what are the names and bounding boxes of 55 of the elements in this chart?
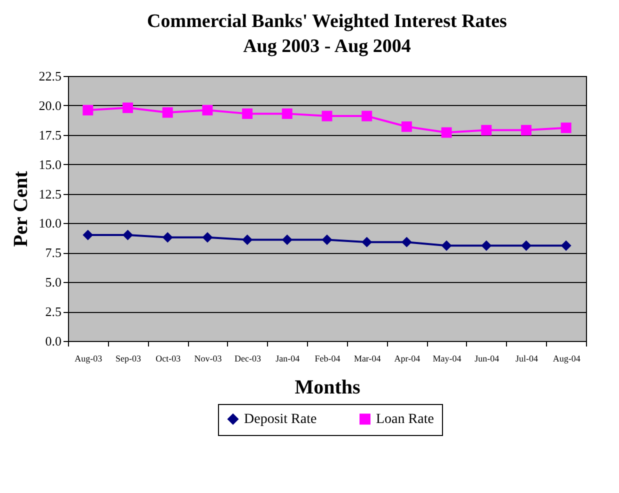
chart-title: Commercial Banks' Weighted Interest Rates <box>147 11 507 32</box>
point <box>560 122 572 134</box>
point <box>520 124 532 136</box>
y-axis-title: Per Cent <box>10 170 32 247</box>
point <box>122 230 134 240</box>
y-tick-label: 20.0 <box>38 98 62 113</box>
y-tick-label: 22.5 <box>38 68 62 84</box>
y-tick-label: 17.5 <box>38 127 62 142</box>
x-tick-label: Jun-04 <box>474 354 500 364</box>
y-tick-label: 7.5 <box>45 245 62 260</box>
point <box>520 240 532 251</box>
x-tick-label: Oct-03 <box>156 354 182 364</box>
y-tick-label: 2.5 <box>45 304 62 320</box>
x-tick-label: Jan-04 <box>276 354 300 364</box>
x-tick-label: Aug-03 <box>74 354 103 364</box>
point <box>162 232 173 243</box>
x-tick-label: Feb-04 <box>314 354 341 364</box>
x-axis-title: Months <box>294 376 360 398</box>
chart-subtitle: Aug 2003 - Aug 2004 <box>243 36 412 57</box>
point <box>362 110 372 122</box>
point <box>202 232 213 243</box>
point <box>401 236 412 248</box>
point <box>441 127 452 138</box>
x-tick-label: Mar-04 <box>354 354 382 364</box>
legend-label: Loan Rate <box>376 412 434 428</box>
x-tick-label: Nov-03 <box>194 354 222 364</box>
y-tick-label: 12.5 <box>38 186 62 202</box>
point <box>82 104 94 116</box>
point <box>162 107 173 118</box>
legend-label: Deposit Rate <box>244 412 317 428</box>
y-tick-label: 5.0 <box>45 274 62 290</box>
point <box>401 121 412 132</box>
x-tick-label: May-04 <box>432 354 462 364</box>
y-tick-label: 0.0 <box>45 334 62 348</box>
y-tick-label: 10.0 <box>38 216 62 231</box>
point <box>362 236 372 248</box>
point <box>82 230 94 240</box>
point <box>282 108 292 119</box>
point <box>481 124 492 136</box>
point <box>202 104 213 116</box>
x-tick-label: Aug-04 <box>552 354 581 364</box>
point <box>560 240 572 251</box>
y-tick-label: 15.0 <box>38 156 62 172</box>
x-tick-label: Sep-03 <box>116 354 142 364</box>
point <box>481 240 492 251</box>
point <box>282 234 292 245</box>
point <box>441 240 452 251</box>
point <box>322 234 332 245</box>
point <box>242 108 253 119</box>
x-tick-label: Dec-03 <box>234 354 262 364</box>
point <box>322 110 332 122</box>
point <box>122 102 134 114</box>
x-tick-label: Jul-04 <box>515 354 538 364</box>
point <box>242 234 253 245</box>
x-tick-label: Apr-04 <box>394 354 421 364</box>
